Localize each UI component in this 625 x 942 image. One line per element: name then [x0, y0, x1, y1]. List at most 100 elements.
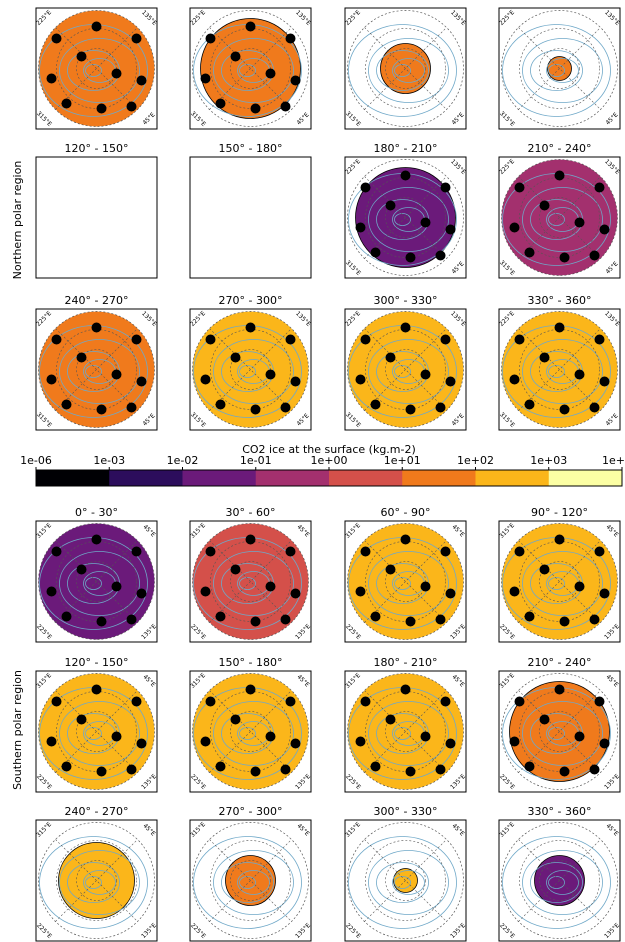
colorbar-segment [475, 470, 550, 486]
site-dot [589, 764, 600, 775]
site-dot [594, 546, 605, 557]
map-border [38, 10, 155, 127]
topo-contour [522, 701, 603, 766]
map-border [347, 10, 464, 127]
meridian [501, 523, 618, 640]
site-dot [509, 222, 520, 233]
lat-circle [76, 860, 117, 901]
site-dot [554, 684, 565, 695]
topo-contour [376, 862, 429, 903]
colorbar-segment [402, 470, 476, 486]
map [192, 311, 309, 428]
meridian [192, 10, 309, 127]
lat-circle [519, 840, 600, 921]
topo-contour [548, 577, 565, 590]
colorbar-tick-label: 1e-03 [93, 454, 125, 467]
topo-contour [59, 339, 140, 404]
map-border [501, 159, 618, 276]
site-dot [594, 182, 605, 193]
meridian [38, 523, 155, 640]
site-dot [91, 684, 102, 695]
site-dot [524, 611, 535, 622]
site-dot [136, 376, 147, 387]
meridian [192, 822, 309, 939]
topo-contour [85, 876, 102, 889]
site-dot [111, 369, 122, 380]
lat-circle [539, 48, 580, 89]
site-dot [91, 322, 102, 333]
site-dot [285, 696, 296, 707]
topo-contour [368, 339, 449, 404]
site-dot [559, 404, 570, 415]
map-border [501, 523, 618, 640]
map [347, 10, 464, 127]
topo-contour [239, 64, 256, 77]
panel: 150° - 180° [189, 142, 312, 279]
map [347, 311, 464, 428]
map-border [347, 311, 464, 428]
site-dot [445, 738, 456, 749]
panel-title: 300° - 330° [374, 805, 438, 818]
colorbar-tick-label: 1e+01 [384, 454, 421, 467]
site-dot [400, 322, 411, 333]
topo-contour [85, 64, 102, 77]
colorbar-segment [329, 470, 403, 486]
meridian [38, 673, 155, 790]
site-dot [440, 334, 451, 345]
topo-contour [522, 187, 603, 252]
topo-contour [368, 551, 449, 616]
colorbar-segment [548, 470, 623, 486]
map [192, 523, 309, 640]
site-dot [420, 369, 431, 380]
map [347, 159, 464, 276]
site-dot [265, 581, 276, 592]
site-dot [559, 616, 570, 627]
map-border [347, 523, 464, 640]
site-dot [524, 247, 535, 258]
map [347, 673, 464, 790]
site-dot [435, 402, 446, 413]
colorbar-segment [255, 470, 330, 486]
map-border [501, 822, 618, 939]
panel-title: 90° - 120° [531, 506, 588, 519]
panel-frame [189, 156, 312, 279]
topo-contour [239, 727, 256, 740]
site-dot [514, 546, 525, 557]
topo-contour [394, 213, 411, 226]
site-dot [111, 581, 122, 592]
map [501, 822, 618, 939]
topo-contour [368, 850, 449, 915]
site-dot [435, 614, 446, 625]
site-dot [51, 33, 62, 44]
lat-circle [365, 28, 446, 109]
topo-contour [548, 727, 565, 740]
map-border [192, 523, 309, 640]
site-dot [559, 766, 570, 777]
site-dot [574, 731, 585, 742]
site-dot [370, 247, 381, 258]
topo-contour [368, 38, 449, 103]
map [501, 523, 618, 640]
site-dot [91, 21, 102, 32]
site-dot [280, 764, 291, 775]
site-dot [524, 761, 535, 772]
topo-contour [522, 339, 603, 404]
topo-contour [59, 701, 140, 766]
panel-title: 210° - 240° [528, 656, 592, 669]
site-dot [514, 182, 525, 193]
panel-title: 300° - 330° [374, 294, 438, 307]
site-dot [385, 714, 396, 725]
site-dot [509, 374, 520, 385]
meridian [38, 822, 155, 939]
site-dot [420, 731, 431, 742]
meridian [347, 159, 464, 276]
site-dot [589, 614, 600, 625]
row-label: Northern polar region [11, 161, 24, 280]
site-dot [509, 586, 520, 597]
topo-contour [213, 850, 294, 915]
